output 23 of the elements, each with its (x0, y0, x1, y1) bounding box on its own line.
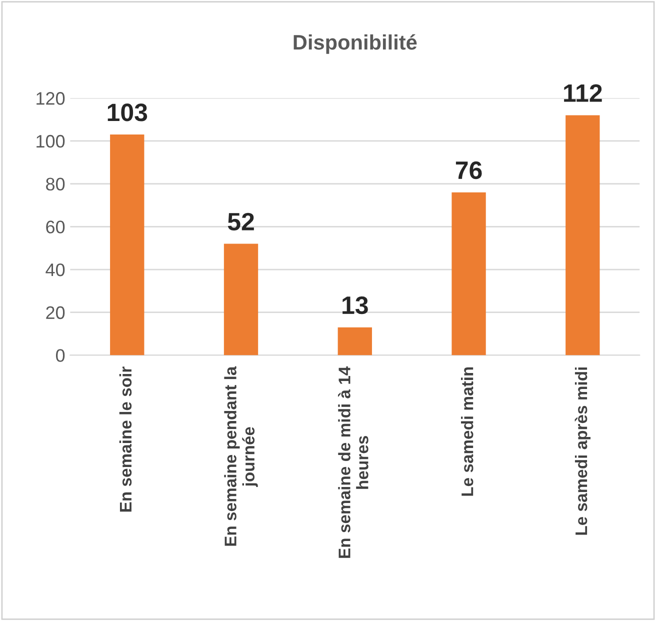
x-tick-label: En semaine pendant la journée (224, 366, 258, 546)
x-tick-label: En semaine le soir (119, 366, 132, 512)
y-tick-label: 60 (46, 220, 65, 234)
bar (566, 115, 600, 356)
y-tick-label: 0 (56, 349, 65, 362)
data-label: 13 (342, 296, 368, 314)
bar (338, 327, 372, 356)
x-tick-label: En semaine de midi à 14 heures (338, 366, 368, 558)
data-label: 76 (456, 161, 482, 180)
y-tick-label: 20 (46, 306, 65, 320)
x-tick-label: Le samedi après midi (574, 367, 590, 535)
data-label: 52 (228, 212, 254, 231)
y-tick-label: 40 (46, 263, 65, 276)
chart-title: Disponibilité (294, 34, 417, 54)
bar (110, 134, 144, 356)
bar (452, 192, 486, 356)
y-tick-label: 100 (36, 134, 65, 148)
y-tick-label: 80 (46, 178, 65, 191)
y-tick-label: 120 (36, 92, 65, 105)
x-tick-label: Le samedi matin (461, 367, 474, 496)
data-label: 112 (564, 84, 602, 102)
data-label: 103 (108, 104, 148, 122)
bar (224, 244, 258, 356)
